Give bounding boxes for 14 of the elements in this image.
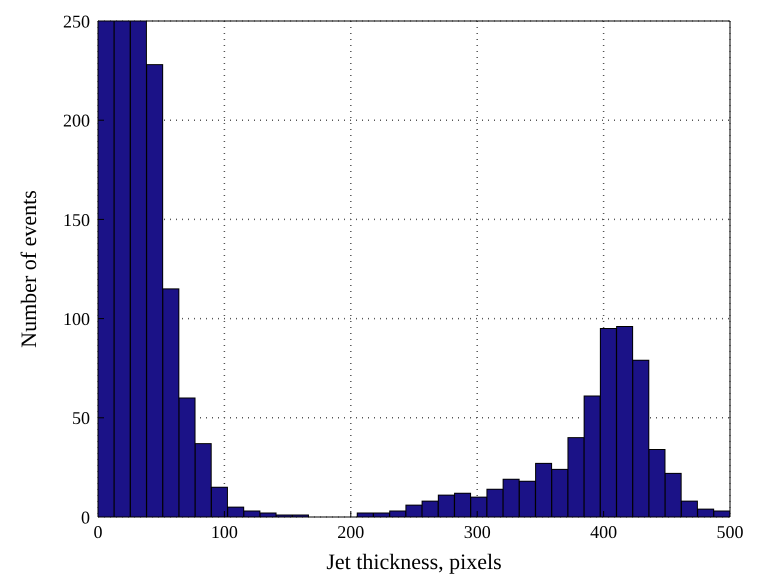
x-tick-label: 500 (716, 522, 744, 542)
x-tick-label: 300 (464, 522, 491, 542)
x-tick-label: 400 (590, 522, 618, 542)
y-tick-label: 150 (63, 210, 90, 230)
y-axis-title: Number of events (16, 190, 41, 348)
y-tick-label: 0 (81, 507, 90, 528)
y-tick-label: 50 (72, 408, 90, 428)
y-tick-label: 250 (63, 11, 90, 32)
x-axis-title: Jet thickness, pixels (326, 549, 502, 574)
x-tick-label: 200 (337, 522, 364, 542)
x-tick-label: 100 (210, 522, 238, 542)
y-tick-label: 100 (63, 308, 90, 329)
y-tick-label: 200 (63, 110, 90, 131)
x-tick-label: 0 (94, 522, 102, 542)
